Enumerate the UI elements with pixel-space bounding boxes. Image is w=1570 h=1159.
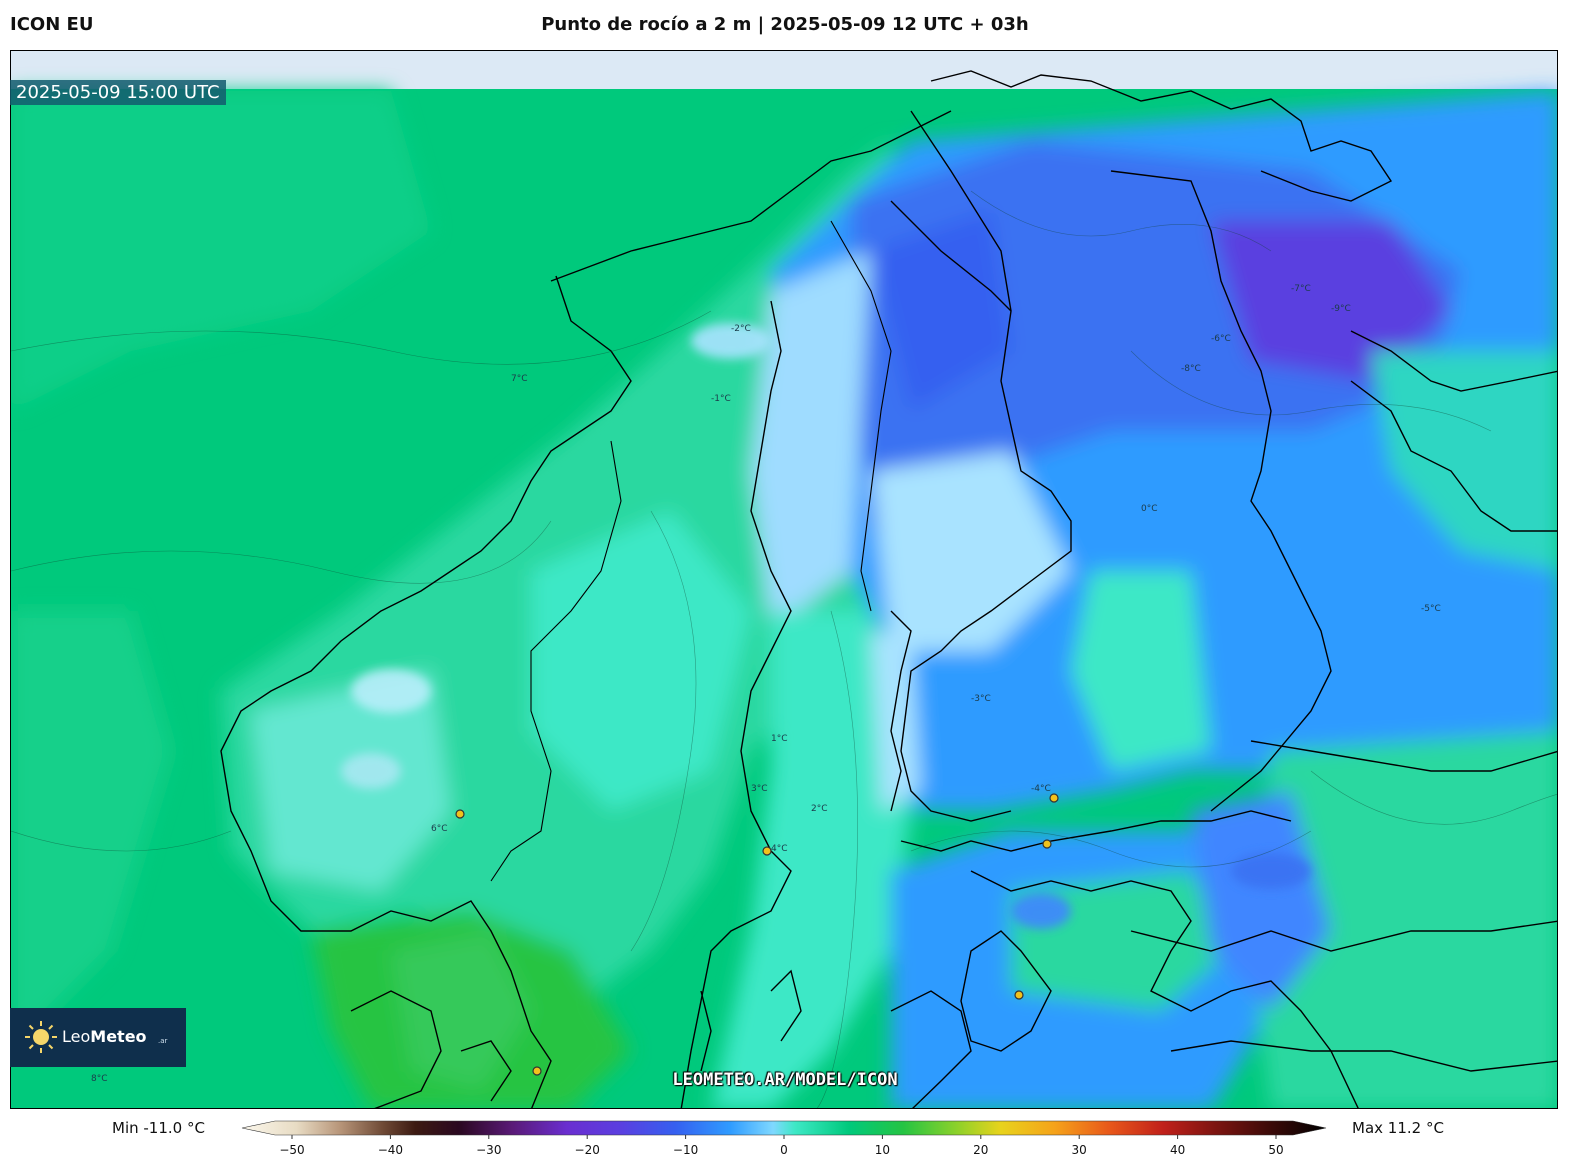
svg-text:-8°C: -8°C — [1181, 364, 1201, 374]
sun-icon — [25, 1021, 57, 1053]
colorbar-tick-label: −20 — [575, 1143, 600, 1157]
logo-wordmark: LeoMeteo — [62, 1027, 147, 1046]
svg-text:8°C: 8°C — [91, 1074, 108, 1084]
colorbar-tick-label: −30 — [476, 1143, 501, 1157]
contour-lines — [11, 190, 1557, 1108]
city-marker-oslo — [455, 809, 465, 819]
valid-time-badge: 2025-05-09 15:00 UTC — [10, 80, 226, 105]
colorbar-tick-label: 20 — [973, 1143, 988, 1157]
contour-labels: -9°C -8°C -7°C -6°C -5°C -4°C -3°C -2°C … — [91, 284, 1441, 1084]
svg-text:-9°C: -9°C — [1331, 304, 1351, 314]
colorbar-tick-label: 10 — [875, 1143, 890, 1157]
city-marker-helsinki — [1049, 793, 1059, 803]
city-marker-riga — [1014, 990, 1024, 1000]
coastlines — [220, 70, 1557, 1108]
borders-dashed — [490, 220, 892, 882]
svg-text:-5°C: -5°C — [1421, 604, 1441, 614]
svg-text:4°C: 4°C — [771, 844, 788, 854]
colorbar-tick-label: 50 — [1268, 1143, 1283, 1157]
logo-suffix: .ar — [158, 1037, 168, 1045]
colorbar-ticks: −50 −40 −30 −20 −10 0 10 20 30 40 50 — [279, 1135, 1284, 1157]
svg-text:0°C: 0°C — [1141, 504, 1158, 514]
min-value-label: Min -11.0 °C — [112, 1119, 205, 1137]
map-title: Punto de rocío a 2 m | 2025-05-09 12 UTC… — [541, 14, 1029, 35]
svg-text:-2°C: -2°C — [731, 324, 751, 334]
colorbar-tick-label: 40 — [1170, 1143, 1185, 1157]
weather-map[interactable]: -9°C -8°C -7°C -6°C -5°C -4°C -3°C -2°C … — [10, 50, 1558, 1109]
colorbar: −50 −40 −30 −20 −10 0 10 20 30 40 50 — [241, 1120, 1327, 1157]
colorbar-tick-label: 0 — [780, 1143, 788, 1157]
colorbar-tick-label: 30 — [1072, 1143, 1087, 1157]
svg-text:-4°C: -4°C — [1031, 784, 1051, 794]
svg-text:3°C: 3°C — [751, 784, 768, 794]
no-data-band — [11, 51, 1557, 89]
max-value-label: Max 11.2 °C — [1352, 1119, 1444, 1137]
svg-text:6°C: 6°C — [431, 824, 448, 834]
colorbar-tick-label: −50 — [279, 1143, 304, 1157]
svg-text:2°C: 2°C — [811, 804, 828, 814]
dewpoint-field: -9°C -8°C -7°C -6°C -5°C -4°C -3°C -2°C … — [11, 51, 1557, 1108]
city-marker-tallinn — [1042, 839, 1052, 849]
svg-text:-3°C: -3°C — [971, 694, 991, 704]
leometeo-logo[interactable]: LeoMeteo .ar — [10, 1008, 186, 1067]
city-marker-stockholm — [762, 846, 772, 856]
city-marker-copenhagen — [532, 1066, 542, 1076]
svg-text:1°C: 1°C — [771, 734, 788, 744]
model-name: ICON EU — [10, 14, 94, 35]
city-markers — [455, 793, 1059, 1076]
svg-text:-7°C: -7°C — [1291, 284, 1311, 294]
svg-text:-1°C: -1°C — [711, 394, 731, 404]
svg-text:-6°C: -6°C — [1211, 334, 1231, 344]
svg-text:7°C: 7°C — [511, 374, 528, 384]
source-watermark: LEOMETEO.AR/MODEL/ICON — [672, 1070, 898, 1090]
colorbar-tick-label: −10 — [673, 1143, 698, 1157]
colorbar-tick-label: −40 — [378, 1143, 403, 1157]
